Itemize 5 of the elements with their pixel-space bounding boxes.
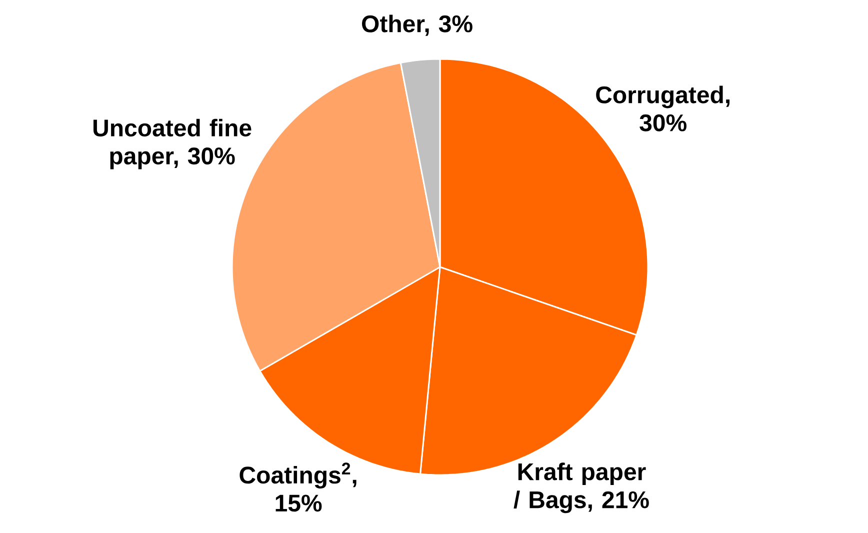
slice-label: Corrugated, 30%: [596, 86, 730, 132]
slice-label: Kraft paper / Bags, 21%: [514, 462, 649, 514]
category-label: Coatings$^{2}$, 15%: [240, 462, 356, 512]
slice-label: Uncoated fine paper, 30%: [93, 118, 252, 170]
slice-label: Other, 3%: [362, 14, 472, 36]
